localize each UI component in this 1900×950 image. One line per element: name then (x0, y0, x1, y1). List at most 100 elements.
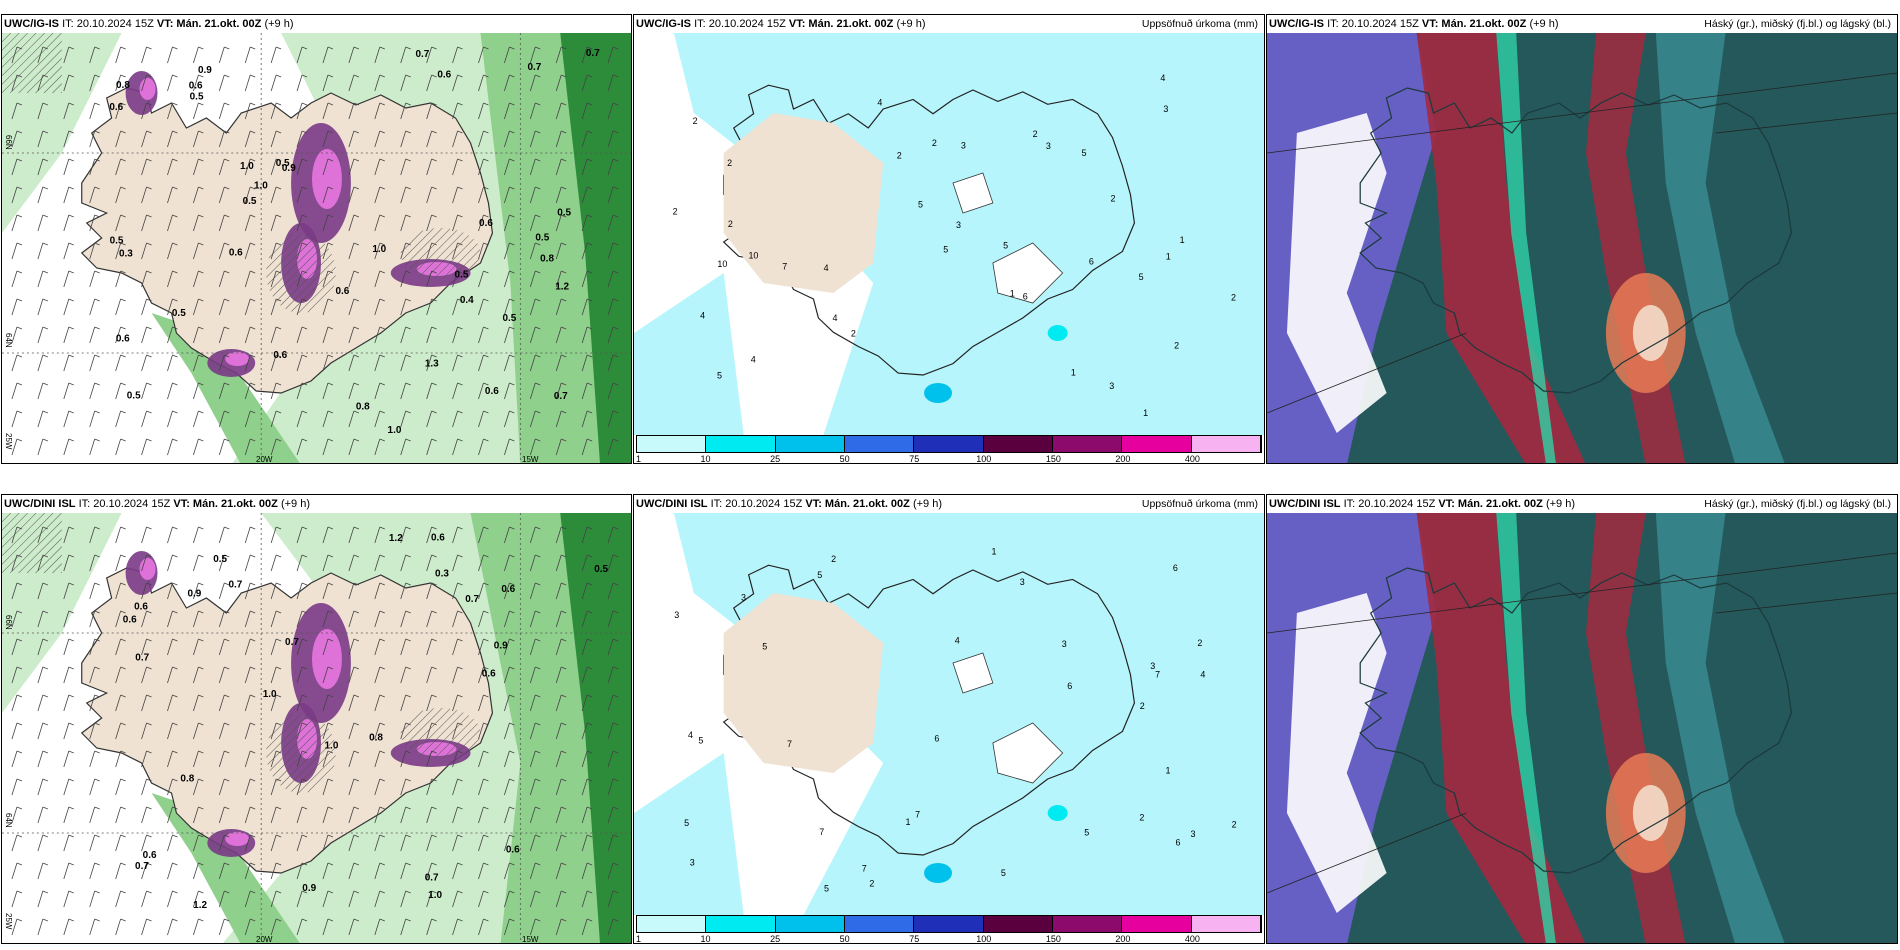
wind-barb (426, 722, 437, 740)
wind-barb (478, 862, 489, 880)
wind-barb (244, 554, 256, 572)
wind-barb (322, 806, 334, 824)
wind-barb (452, 382, 463, 400)
wind-barb (348, 382, 360, 400)
wind-barb (193, 186, 204, 204)
precip-value-label: 7 (915, 810, 920, 820)
precip-value-label: 3 (690, 858, 695, 868)
init-time: IT: 20.10.2024 15Z (62, 18, 154, 30)
legend-tick-label: 100 (976, 454, 992, 464)
valid-time: VT: Mán. 21.okt. 00Z (1421, 18, 1527, 30)
wind-barb (244, 638, 256, 656)
wind-barb (400, 582, 411, 600)
wind-barb (63, 722, 74, 740)
wind-barb (141, 694, 152, 712)
precip-value-label: 5 (762, 641, 767, 651)
wind-barb (529, 74, 541, 92)
wind-barb (167, 298, 178, 316)
precip-value-label: 6 (934, 733, 939, 743)
wind-barb (11, 638, 23, 656)
precip-value-label: 7 (819, 827, 824, 837)
cloud-value-label: 1.0 (388, 425, 402, 436)
wind-barb (270, 666, 282, 684)
precip-legend: 1 10 25 50 75 100 150 200 400 (636, 915, 1262, 943)
wind-barb (607, 158, 619, 176)
wind-barb (141, 102, 152, 120)
precip-value-label: 2 (727, 158, 732, 168)
precip-value-label: 2 (673, 206, 678, 216)
wind-barb (529, 582, 541, 600)
wind-barb (400, 778, 411, 796)
wind-barb (348, 438, 360, 456)
panel-field-label: Uppsöfnuð úrkoma (mm) (1141, 498, 1258, 510)
legend-tick-label: 150 (1045, 934, 1061, 944)
wind-barb (270, 582, 282, 600)
wind-barb (270, 862, 282, 880)
wind-barb (529, 862, 541, 880)
wind-barb (296, 382, 308, 400)
lead-time: (+9 h) (264, 18, 294, 30)
wind-barb (296, 582, 308, 600)
wind-barb (141, 554, 152, 572)
wind-barb (167, 918, 178, 936)
wind-barb (63, 778, 74, 796)
precip-value-label: 2 (1232, 819, 1237, 829)
wind-barb (529, 722, 541, 740)
wind-barb (581, 582, 593, 600)
wind-barb (529, 554, 541, 572)
wind-barb (89, 694, 100, 712)
wind-barb (452, 638, 463, 656)
wind-barb (63, 214, 74, 232)
legend-swatch (844, 436, 915, 452)
wind-barb (374, 102, 385, 120)
valid-time: VT: Mán. 21.okt. 00Z (173, 498, 278, 510)
wind-barb (63, 186, 74, 204)
precip-value-label: 2 (851, 329, 856, 339)
wind-barb (374, 918, 385, 936)
cloud-layers-map (1267, 33, 1897, 463)
wind-barb (607, 186, 619, 204)
wind-barb (581, 666, 593, 684)
model-name: UWC/DINI ISL (4, 498, 76, 510)
wind-barb (244, 382, 256, 400)
wind-barb (11, 918, 23, 936)
wind-barb (348, 638, 360, 656)
wind-barb (452, 610, 463, 628)
wind-barb (270, 694, 282, 712)
wind-barb (348, 158, 360, 176)
wind-barb (529, 242, 541, 260)
cloud-value-label: 0.9 (302, 883, 316, 894)
wind-barb (89, 666, 100, 684)
wind-barb (322, 270, 334, 288)
wind-barb (296, 750, 308, 768)
model-name: UWC/IG-IS (636, 18, 691, 30)
wind-barb (400, 834, 411, 852)
wind-barb (607, 298, 619, 316)
wind-barb (115, 890, 126, 908)
wind-barb (89, 46, 100, 64)
wind-barb (141, 750, 152, 768)
wind-barb (37, 778, 49, 796)
wind-barb (141, 526, 152, 544)
wind-barb (374, 694, 385, 712)
wind-barb (115, 750, 126, 768)
wind-barb (504, 354, 515, 372)
wind-barb (193, 438, 204, 456)
wind-barb (244, 270, 256, 288)
wind-barb (89, 186, 100, 204)
panel-title: UWC/IG-IS IT: 20.10.2024 15Z VT: Mán. 21… (636, 15, 1260, 33)
wind-barb (37, 214, 49, 232)
wind-barb (452, 750, 463, 768)
wind-barb (581, 214, 593, 232)
wind-barb (167, 326, 178, 344)
cloud-value-label: 0.6 (134, 601, 148, 612)
wind-barb (478, 526, 489, 544)
wind-barb (504, 102, 515, 120)
wind-barb (529, 158, 541, 176)
cloud-value-label: 1.0 (254, 181, 268, 192)
wind-barb (270, 354, 282, 372)
cloud-value-label: 0.6 (437, 69, 451, 80)
wind-barb (555, 102, 567, 120)
wind-barb (63, 298, 74, 316)
lead-time: (+9 h) (896, 18, 926, 30)
